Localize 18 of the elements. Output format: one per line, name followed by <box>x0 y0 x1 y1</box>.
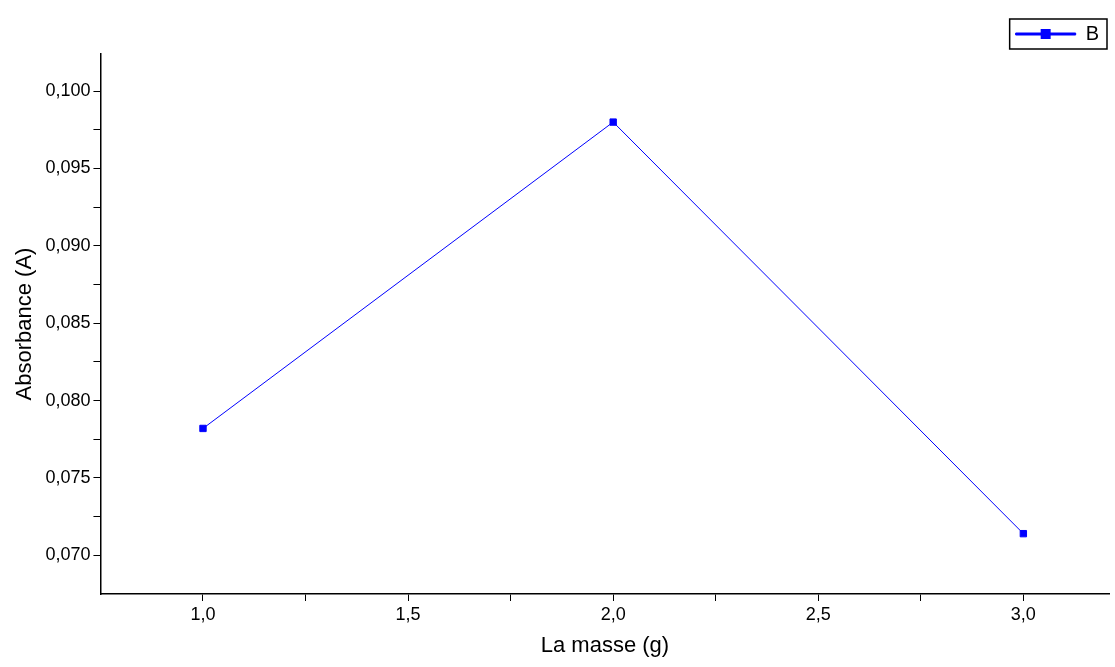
y-tick-label: 0,100 <box>45 80 91 101</box>
y-tick-label: 0,090 <box>45 234 91 255</box>
point <box>199 424 207 433</box>
point <box>609 118 617 126</box>
x-tick-label: 2,5 <box>805 603 831 624</box>
y-tick-label: 0,085 <box>45 312 91 333</box>
x-axis-title: La masse (g) <box>540 631 670 657</box>
x-tick-label: 3,0 <box>1010 603 1036 624</box>
y-tick-label: 0,070 <box>45 544 91 565</box>
x-tick-label: 1,0 <box>190 603 216 624</box>
legend-label: B <box>1085 21 1099 44</box>
y-axis-title: Absorbance (A) <box>11 247 37 401</box>
point <box>1019 529 1028 538</box>
y-tick-label: 0,080 <box>45 389 91 410</box>
x-tick-label: 2,0 <box>600 603 626 624</box>
y-tick-label: 0,095 <box>45 157 91 178</box>
x-tick-label: 1,5 <box>395 603 421 624</box>
y-tick-label: 0,075 <box>45 466 91 487</box>
